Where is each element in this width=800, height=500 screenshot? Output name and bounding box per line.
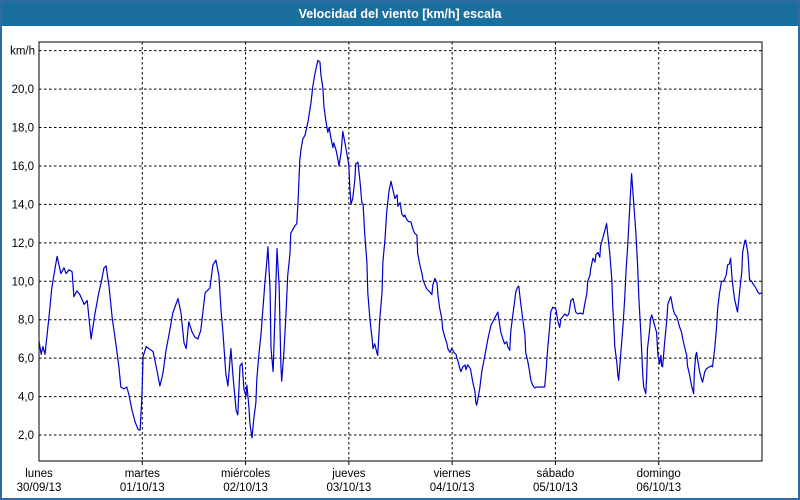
- y-axis-tick-label: 6,0: [18, 353, 34, 365]
- day-date-label: 01/10/13: [120, 482, 165, 494]
- day-date-label: 06/10/13: [636, 482, 681, 494]
- day-name-label: viernes: [434, 468, 471, 480]
- window-titlebar: Velocidad del viento [km/h] escala: [2, 2, 798, 27]
- y-axis-tick-label: 18,0: [12, 123, 34, 135]
- y-axis-tick-label: 10,0: [12, 276, 34, 288]
- y-axis-tick-label: 16,0: [12, 161, 34, 173]
- y-axis-tick-label: 20,0: [12, 84, 34, 96]
- plot-border: [38, 41, 763, 462]
- day-date-label: 02/10/13: [223, 482, 268, 494]
- day-name-label: martes: [125, 468, 160, 480]
- wind-speed-chart: 2,0 4,0 6,0 8,0 10,0 12,0 14,0 16,0 18,0 20,0 km/h…: [10, 41, 763, 494]
- wind-speed-line: [38, 59, 762, 439]
- day-name-label: miércoles: [221, 468, 270, 480]
- day-name-label: domingo: [637, 468, 681, 480]
- chart-title: Velocidad del viento [km/h] escala: [298, 7, 502, 21]
- day-name-label: sábado: [537, 468, 575, 480]
- day-name-label: jueves: [331, 468, 365, 480]
- chart-container: 2,0 4,0 6,0 8,0 10,0 12,0 14,0 16,0 18,0 20,0 km/h…: [2, 26, 798, 498]
- y-axis-tick-label: 2,0: [18, 430, 34, 442]
- y-axis-unit-label: km/h: [10, 46, 35, 58]
- day-date-label: 04/10/13: [430, 482, 475, 494]
- y-axis-tick-label: 8,0: [18, 315, 34, 327]
- y-axis-tick-label: 4,0: [18, 392, 34, 404]
- day-name-label: lunes: [25, 468, 53, 480]
- day-date-label: 03/10/13: [326, 482, 371, 494]
- day-date-label: 05/10/13: [533, 482, 578, 494]
- y-axis-tick-label: 14,0: [12, 199, 34, 211]
- day-date-label: 30/09/13: [17, 482, 62, 494]
- y-axis-tick-label: 12,0: [12, 238, 34, 250]
